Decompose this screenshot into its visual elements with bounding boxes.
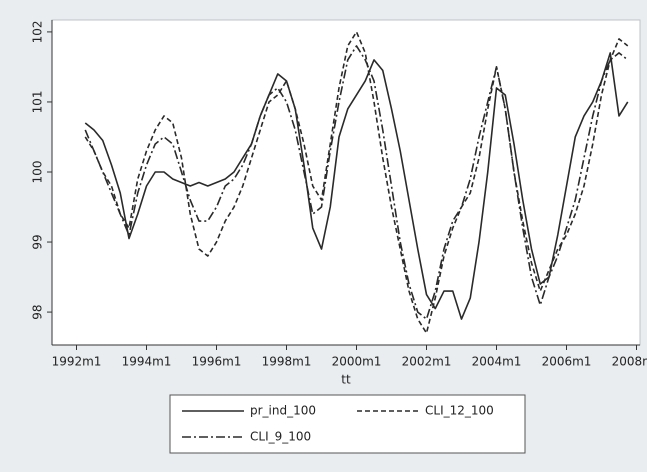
legend-label: pr_ind_100	[250, 404, 316, 418]
legend-box	[169, 394, 526, 454]
x-tick-label: 1998m1	[262, 355, 312, 369]
x-tick-label: 2008m1	[612, 355, 647, 369]
y-tick-label: 102	[31, 20, 45, 43]
x-tick-label: 2004m1	[472, 355, 522, 369]
x-tick-label: 1992m1	[52, 355, 102, 369]
y-tick-label: 99	[31, 234, 45, 249]
x-tick-label: 2006m1	[542, 355, 592, 369]
x-tick-label: 2002m1	[402, 355, 452, 369]
series-line	[84, 52, 629, 320]
y-tick-label: 100	[31, 161, 45, 184]
legend-label: CLI_9_100	[250, 430, 311, 444]
legend-label: CLI_12_100	[425, 404, 494, 418]
plot-area	[51, 19, 641, 346]
x-axis-label: tt	[341, 373, 351, 387]
x-tick-label: 1994m1	[122, 355, 172, 369]
series-line	[84, 45, 629, 320]
series-line	[84, 31, 629, 334]
y-tick-label: 98	[31, 304, 45, 319]
x-tick-label: 2000m1	[332, 355, 382, 369]
y-tick-label: 101	[31, 90, 45, 113]
x-tick-label: 1996m1	[192, 355, 242, 369]
